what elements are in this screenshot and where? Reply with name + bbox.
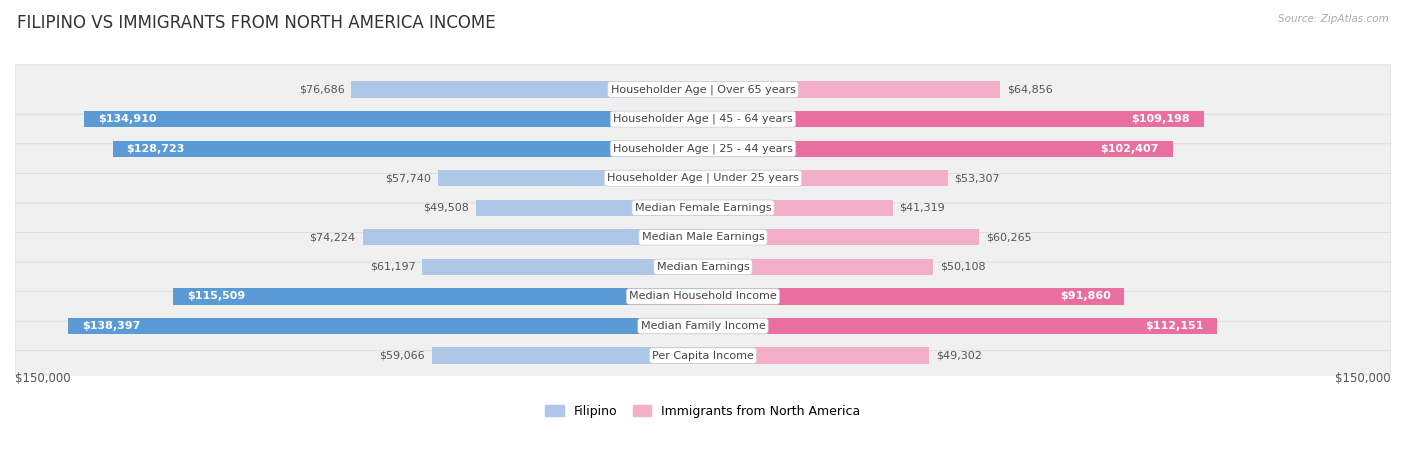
FancyBboxPatch shape [15, 124, 1391, 173]
Bar [432, 347, 703, 364]
Text: $50,108: $50,108 [939, 262, 986, 272]
Text: $102,407: $102,407 [1101, 144, 1159, 154]
Text: $150,000: $150,000 [1336, 372, 1391, 385]
Text: $91,860: $91,860 [1060, 291, 1111, 302]
Text: FILIPINO VS IMMIGRANTS FROM NORTH AMERICA INCOME: FILIPINO VS IMMIGRANTS FROM NORTH AMERIC… [17, 14, 495, 32]
Bar [703, 318, 1218, 334]
Text: Householder Age | 25 - 44 years: Householder Age | 25 - 44 years [613, 143, 793, 154]
Bar [69, 318, 703, 334]
Text: $59,066: $59,066 [380, 351, 425, 361]
FancyBboxPatch shape [15, 94, 1391, 144]
Bar [703, 200, 893, 216]
Text: $138,397: $138,397 [82, 321, 141, 331]
Bar [703, 81, 1001, 98]
FancyBboxPatch shape [15, 242, 1391, 291]
Bar [173, 288, 703, 304]
FancyBboxPatch shape [15, 183, 1391, 233]
Text: Median Earnings: Median Earnings [657, 262, 749, 272]
Text: Householder Age | Under 25 years: Householder Age | Under 25 years [607, 173, 799, 184]
Text: $76,686: $76,686 [298, 85, 344, 94]
Bar [439, 170, 703, 186]
Bar [703, 170, 948, 186]
Text: $134,910: $134,910 [98, 114, 156, 124]
FancyBboxPatch shape [15, 272, 1391, 321]
Text: $64,856: $64,856 [1007, 85, 1053, 94]
FancyBboxPatch shape [15, 301, 1391, 351]
Bar [422, 259, 703, 275]
Text: Householder Age | 45 - 64 years: Householder Age | 45 - 64 years [613, 114, 793, 124]
Bar [84, 111, 703, 127]
Bar [703, 288, 1125, 304]
Text: Median Female Earnings: Median Female Earnings [634, 203, 772, 213]
Text: Per Capita Income: Per Capita Income [652, 351, 754, 361]
Legend: Filipino, Immigrants from North America: Filipino, Immigrants from North America [546, 405, 860, 418]
Text: Median Family Income: Median Family Income [641, 321, 765, 331]
Bar [703, 141, 1173, 157]
FancyBboxPatch shape [15, 212, 1391, 262]
Bar [475, 200, 703, 216]
Text: $150,000: $150,000 [15, 372, 70, 385]
Bar [703, 229, 980, 246]
Text: $74,224: $74,224 [309, 233, 356, 242]
Text: Householder Age | Over 65 years: Householder Age | Over 65 years [610, 85, 796, 95]
Text: $109,198: $109,198 [1132, 114, 1189, 124]
Bar [703, 111, 1204, 127]
Text: Median Male Earnings: Median Male Earnings [641, 233, 765, 242]
Text: $112,151: $112,151 [1146, 321, 1204, 331]
Text: $128,723: $128,723 [127, 144, 184, 154]
FancyBboxPatch shape [15, 331, 1391, 380]
Bar [703, 347, 929, 364]
Bar [363, 229, 703, 246]
Text: $49,508: $49,508 [423, 203, 470, 213]
Text: $61,197: $61,197 [370, 262, 415, 272]
Text: $115,509: $115,509 [187, 291, 245, 302]
Text: Source: ZipAtlas.com: Source: ZipAtlas.com [1278, 14, 1389, 24]
FancyBboxPatch shape [15, 65, 1391, 114]
Bar [112, 141, 703, 157]
FancyBboxPatch shape [15, 154, 1391, 203]
Text: Median Household Income: Median Household Income [628, 291, 778, 302]
Bar [352, 81, 703, 98]
Text: $49,302: $49,302 [936, 351, 981, 361]
Text: $57,740: $57,740 [385, 173, 432, 183]
Text: $60,265: $60,265 [986, 233, 1032, 242]
Text: $41,319: $41,319 [900, 203, 945, 213]
Text: $53,307: $53,307 [955, 173, 1000, 183]
Bar [703, 259, 932, 275]
